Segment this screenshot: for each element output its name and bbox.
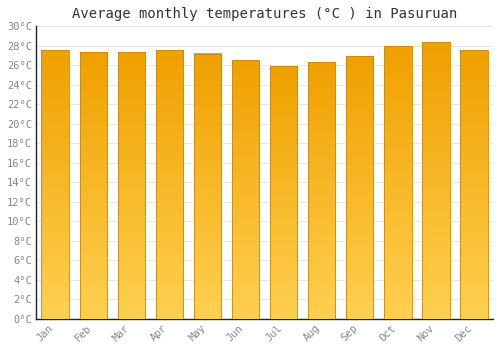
Bar xyxy=(346,56,374,318)
Bar xyxy=(270,66,297,318)
Title: Average monthly temperatures (°C ) in Pasuruan: Average monthly temperatures (°C ) in Pa… xyxy=(72,7,457,21)
Bar xyxy=(118,51,145,318)
Bar xyxy=(422,42,450,318)
Bar xyxy=(194,54,221,318)
Bar xyxy=(42,50,69,318)
Bar xyxy=(80,51,107,318)
Bar xyxy=(232,61,260,319)
Bar xyxy=(156,50,183,318)
Bar xyxy=(308,62,336,318)
Bar xyxy=(384,46,411,319)
Bar xyxy=(460,50,487,318)
